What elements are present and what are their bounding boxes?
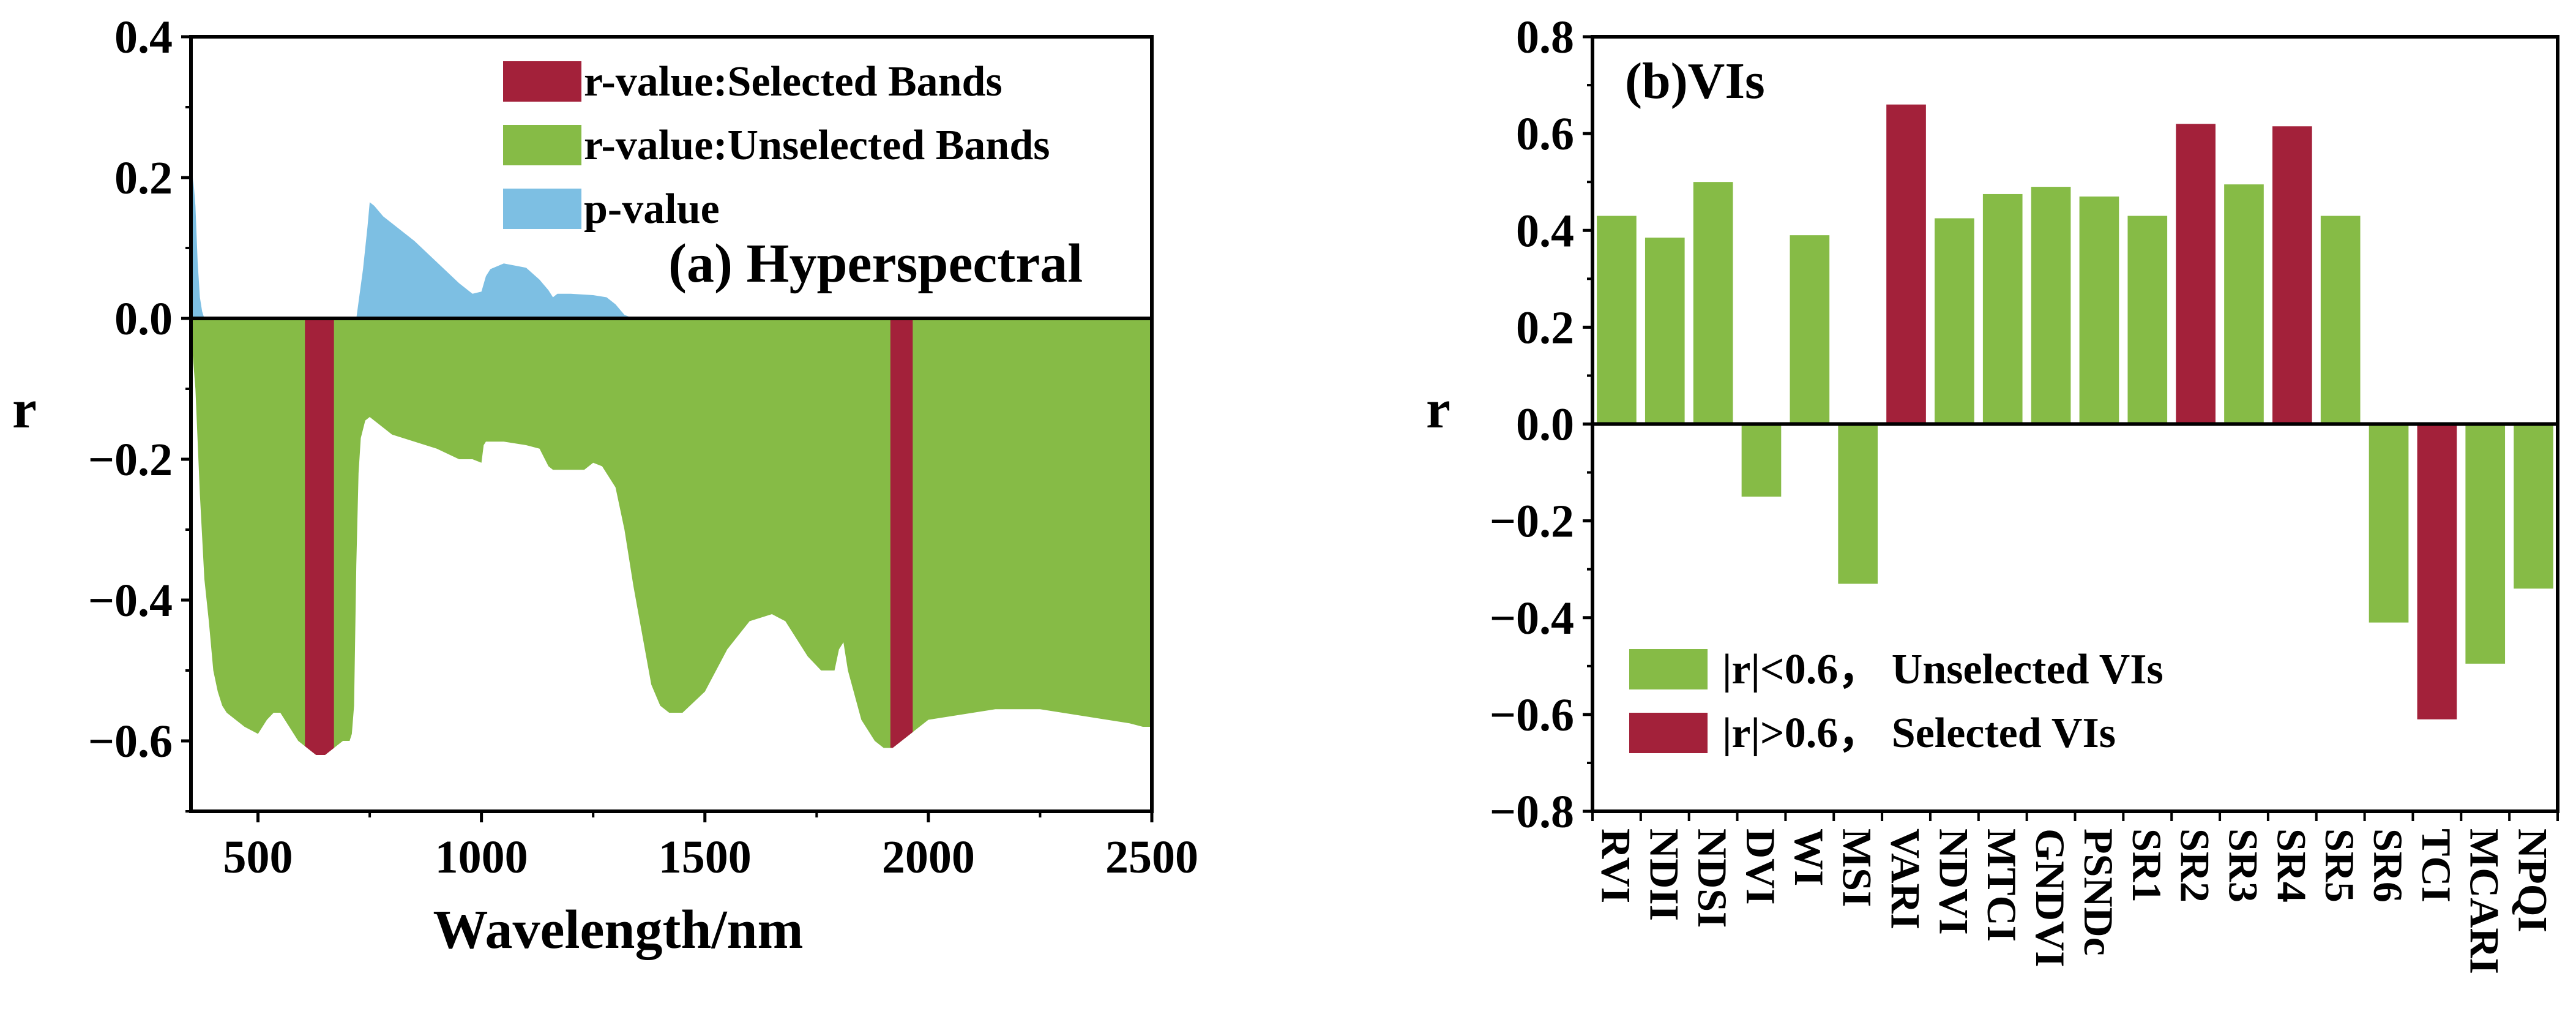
selected-band-area — [305, 318, 334, 755]
bar-tci — [2417, 424, 2457, 719]
y-tick-label: 0.0 — [1516, 399, 1574, 451]
bar-wi — [1790, 235, 1830, 424]
x-tick-label: 2500 — [1105, 832, 1198, 883]
bar-sr6 — [2369, 424, 2409, 623]
panel-b-annotation: (b)VIs — [1625, 53, 1765, 110]
panel-a-legend: r-value:Selected Bands r-value:Unselected… — [503, 58, 1050, 233]
bar-gndvi — [2031, 187, 2071, 424]
legend-swatch — [503, 61, 581, 102]
unselected-bands-area — [191, 318, 1152, 755]
bar-vari — [1886, 104, 1926, 424]
y-tick-label: −0.6 — [1490, 689, 1574, 741]
legend-label: r-value:Selected Bands — [584, 58, 1002, 105]
panel-a-annotation: (a) Hyperspectral — [668, 233, 1083, 294]
legend-swatch — [503, 189, 581, 229]
y-tick-label: −0.2 — [1490, 496, 1574, 547]
legend-swatch — [503, 125, 581, 165]
legend-swatch — [1629, 649, 1708, 689]
bar-rvi — [1597, 216, 1637, 424]
bar-sr1 — [2127, 216, 2168, 424]
y-tick-label: 0.6 — [1516, 108, 1574, 160]
x-tick-label: SR4 — [2268, 828, 2315, 903]
x-tick-label: SR6 — [2365, 828, 2411, 903]
x-tick-label: SR1 — [2124, 828, 2170, 903]
legend-label: |r|>0.6， Selected VIs — [1722, 710, 2116, 757]
y-tick-label: 0.4 — [1516, 205, 1574, 257]
x-tick-label: 1000 — [435, 832, 528, 883]
y-tick-label: −0.8 — [1490, 786, 1574, 838]
bar-psndc — [2079, 196, 2119, 424]
x-tick-label: SR3 — [2220, 828, 2266, 903]
y-tick-label: 0.2 — [1516, 302, 1574, 353]
x-tick-label: NDII — [1641, 828, 1687, 921]
bar-npqi — [2514, 424, 2553, 589]
bar-ndii — [1645, 238, 1685, 424]
bar-mtci — [1982, 193, 2023, 424]
panel-a-hyperspectral-chart: 0.4 0.2 0.0 −0.2 −0.4 −0.6 500 1000 1500 2000 2500… — [12, 12, 1198, 960]
x-tick-label: NDSI — [1689, 828, 1736, 928]
bar-sr5 — [2320, 216, 2361, 424]
panel-b-ylabel: r — [1426, 379, 1450, 440]
x-tick-label: 2000 — [882, 832, 975, 883]
bar-sr4 — [2272, 126, 2312, 424]
x-tick-label: MTCI — [1979, 828, 2025, 942]
selected-band-area — [890, 318, 913, 748]
x-tick-label: RVI — [1592, 828, 1639, 903]
x-tick-label: DVI — [1738, 828, 1784, 905]
y-tick-label: 0.8 — [1516, 12, 1574, 63]
x-tick-label: VARI — [1883, 828, 1929, 930]
panel-a-ylabel: r — [12, 379, 37, 440]
bar-msi — [1838, 424, 1878, 584]
x-tick-label: MSI — [1834, 828, 1881, 907]
x-tick-label: MCARI — [2462, 828, 2508, 974]
panel-a-plot-area — [191, 178, 1152, 755]
panel-a-axes: 0.4 0.2 0.0 −0.2 −0.4 −0.6 500 1000 1500 2000 2500 — [88, 12, 1198, 883]
x-tick-label: NPQI — [2510, 828, 2556, 933]
bar-ndvi — [1935, 218, 1974, 424]
panel-a-frame — [189, 35, 1154, 813]
p-value-area — [191, 178, 633, 318]
legend-label: p-value — [584, 186, 720, 233]
y-tick-label: 0.2 — [114, 152, 173, 204]
bar-sr3 — [2224, 184, 2264, 424]
bar-mcari — [2465, 424, 2506, 664]
x-tick-label: NDVI — [1930, 828, 1977, 935]
y-tick-label: −0.2 — [88, 434, 173, 486]
x-tick-label: 500 — [223, 832, 293, 883]
x-tick-label: PSNDc — [2075, 828, 2122, 956]
y-tick-label: −0.4 — [1490, 593, 1574, 644]
x-tick-label: TCI — [2413, 828, 2460, 903]
y-tick-label: 0.4 — [114, 12, 173, 63]
y-tick-label: 0.0 — [114, 293, 173, 345]
panel-b-plot-area — [1597, 104, 2553, 719]
x-tick-label: 1500 — [659, 832, 752, 883]
panel-a-xlabel: Wavelength/nm — [433, 899, 803, 960]
x-tick-label: SR5 — [2317, 828, 2363, 903]
bar-sr2 — [2176, 124, 2216, 424]
x-tick-label: WI — [1786, 828, 1832, 886]
x-tick-label: GNDVI — [2027, 828, 2074, 967]
legend-label: r-value:Unselected Bands — [584, 122, 1050, 169]
legend-label: |r|<0.6， Unselected VIs — [1722, 646, 2163, 693]
panel-b-legend: |r|<0.6， Unselected VIs |r|>0.6， Selected… — [1629, 646, 2163, 757]
legend-swatch — [1629, 713, 1708, 753]
x-tick-label: SR2 — [2172, 828, 2219, 903]
y-tick-label: −0.6 — [88, 716, 173, 767]
bar-dvi — [1741, 424, 1782, 497]
y-tick-label: −0.4 — [88, 575, 173, 626]
bar-ndsi — [1693, 182, 1733, 424]
